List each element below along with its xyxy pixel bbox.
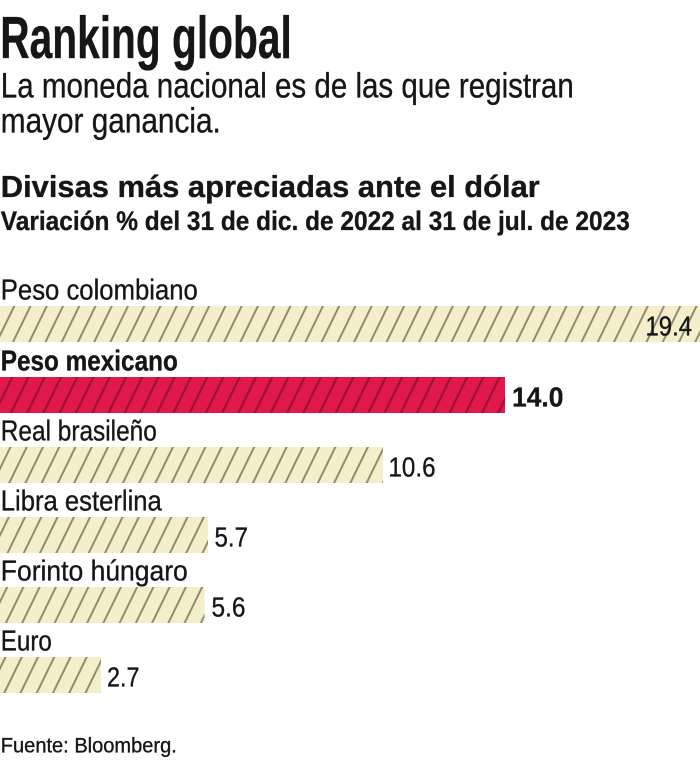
svg-text:19.4: 19.4 bbox=[646, 311, 693, 342]
svg-text:10.6: 10.6 bbox=[389, 452, 436, 483]
svg-text:Peso mexicano: Peso mexicano bbox=[1, 346, 178, 378]
svg-text:14.0: 14.0 bbox=[512, 382, 564, 413]
svg-text:Peso colombiano: Peso colombiano bbox=[1, 275, 198, 307]
svg-text:Variación % del 31 de dic. de: Variación % del 31 de dic. de 2022 al 31… bbox=[1, 206, 630, 236]
svg-text:Divisas más apreciadas ante el: Divisas más apreciadas ante el dólar bbox=[1, 169, 540, 204]
svg-text:5.7: 5.7 bbox=[215, 522, 249, 553]
svg-text:Forinto húngaro: Forinto húngaro bbox=[1, 556, 188, 588]
svg-text:mayor ganancia.: mayor ganancia. bbox=[1, 102, 221, 141]
svg-text:2.7: 2.7 bbox=[107, 662, 140, 693]
svg-text:Fuente: Bloomberg.: Fuente: Bloomberg. bbox=[1, 735, 177, 758]
svg-text:5.6: 5.6 bbox=[212, 592, 246, 623]
svg-text:La moneda nacional es de las q: La moneda nacional es de las que registr… bbox=[1, 67, 574, 106]
svg-text:Ranking global: Ranking global bbox=[0, 5, 292, 71]
svg-text:Euro: Euro bbox=[1, 626, 52, 658]
svg-text:Libra esterlina: Libra esterlina bbox=[1, 486, 163, 518]
svg-text:Real brasileño: Real brasileño bbox=[1, 416, 157, 448]
